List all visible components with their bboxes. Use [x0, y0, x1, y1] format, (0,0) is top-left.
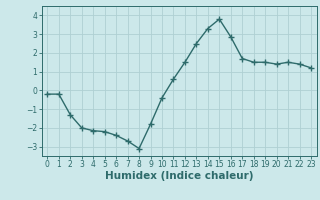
- X-axis label: Humidex (Indice chaleur): Humidex (Indice chaleur): [105, 171, 253, 181]
